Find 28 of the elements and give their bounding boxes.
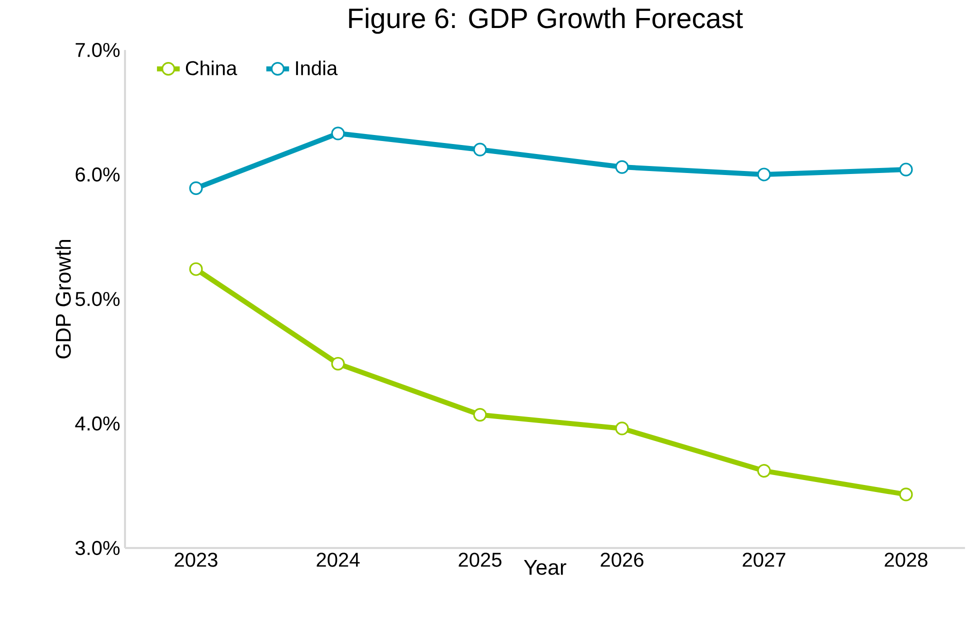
point: [615, 160, 629, 174]
y-tick-label: 5.0%: [76, 292, 120, 306]
point: [331, 126, 345, 140]
x-axis-title: Year: [524, 560, 566, 575]
x-tick-label: 2026: [600, 552, 644, 567]
x-tick-label: 2027: [742, 552, 786, 567]
legend-label: India: [296, 60, 338, 76]
point: [899, 488, 913, 502]
chart-title: Figure 6: GDP Growth Forecast: [349, 8, 743, 34]
y-tick-label: 3.0%: [75, 540, 120, 556]
x-tick-label: 2028: [884, 552, 928, 567]
x-tick-label: 2025: [458, 552, 502, 567]
legend-label: China: [186, 60, 238, 76]
point: [473, 142, 487, 156]
x-tick-label: 2023: [174, 552, 218, 567]
point: [189, 181, 203, 195]
x-tick-label: 2024: [316, 552, 360, 567]
point: [899, 162, 913, 176]
point: [615, 422, 629, 436]
point: [473, 408, 487, 422]
point: [189, 262, 203, 276]
y-tick-label: 7.0%: [76, 42, 120, 58]
point: [757, 464, 771, 478]
y-tick-label: 4.0%: [75, 416, 120, 431]
y-axis-title: GDP Growth: [55, 240, 71, 358]
point: [757, 168, 771, 182]
y-tick-label: 6.0%: [76, 167, 120, 182]
point: [331, 356, 345, 371]
